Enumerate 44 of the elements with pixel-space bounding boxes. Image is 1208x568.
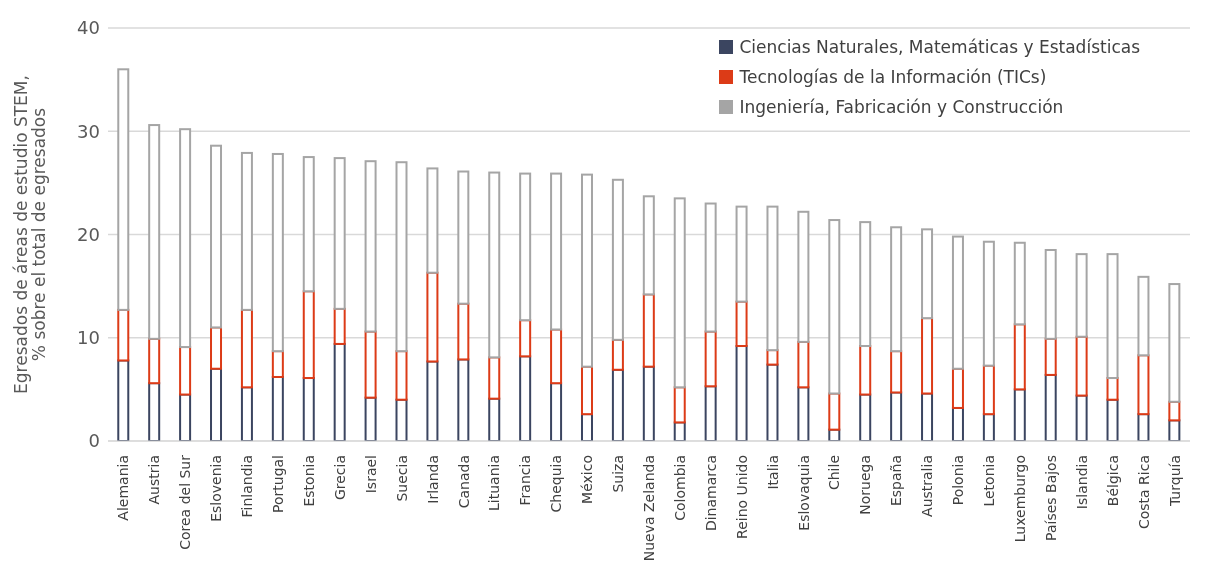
x-tick-label: México (579, 455, 596, 504)
legend-label: Ciencias Naturales, Matemáticas y Estadísticas (739, 36, 1140, 59)
x-tick-label: Alemania (115, 455, 132, 521)
x-tick-label: Eslovaquia (795, 455, 812, 531)
x-tick-label: Suecia (393, 455, 410, 502)
x-tick-label: Israel (362, 455, 379, 494)
x-tick-label: Luxemburgo (1011, 455, 1028, 543)
x-tick-label: Colombia (671, 455, 688, 521)
x-tick-label: Eslovenia (208, 455, 225, 522)
x-tick-label: Turquía (1166, 455, 1183, 508)
x-tick-label: Chile (826, 455, 843, 491)
y-tick-label: 10 (77, 327, 100, 349)
x-tick-label: Letonia (981, 455, 998, 507)
x-tick-label: Estonia (300, 455, 317, 507)
y-tick-label: 40 (77, 17, 100, 39)
x-tick-label: Finlandia (239, 455, 256, 518)
x-tick-label: España (888, 455, 905, 507)
x-tick-label: Islandia (1073, 455, 1090, 510)
y-axis-title: Egresados de áreas de estudio STEM, % sobre el total de egresados (11, 75, 49, 394)
legend-label: Ingeniería, Fabricación y Construcción (739, 96, 1064, 119)
x-tick-label: Chequia (548, 455, 565, 513)
x-tick-label: Costa Rica (1135, 455, 1152, 530)
x-tick-label: Polonia (950, 455, 967, 506)
x-tick-label: Lituania (486, 455, 503, 511)
x-tick-label: Reino Unido (733, 455, 750, 539)
y-tick-label: 0 (88, 430, 100, 452)
x-tick-label: Francia (517, 455, 534, 506)
x-tick-label: Austria (146, 455, 163, 505)
x-tick-label: Australia (919, 455, 936, 517)
y-tick-label: 30 (77, 120, 100, 142)
x-tick-label: Bélgica (1104, 455, 1121, 507)
x-tick-label: Grecia (331, 455, 348, 501)
x-tick-label: Nueva Zelanda (641, 455, 657, 562)
x-tick-label: Noruega (857, 455, 874, 515)
x-tick-label: Italia (764, 455, 781, 490)
x-tick-label: Canada (455, 455, 472, 509)
x-tick-label: Países Bajos (1042, 455, 1059, 541)
x-tick-label: Dinamarca (702, 455, 719, 532)
y-tick-label: 20 (77, 223, 100, 245)
x-tick-label: Irlanda (424, 455, 441, 504)
x-tick-label: Suiza (610, 455, 627, 493)
x-tick-label: Corea del Sur (177, 454, 194, 550)
legend-label: Tecnologías de la Información (TICs) (739, 66, 1047, 89)
x-tick-label: Portugal (270, 455, 287, 513)
